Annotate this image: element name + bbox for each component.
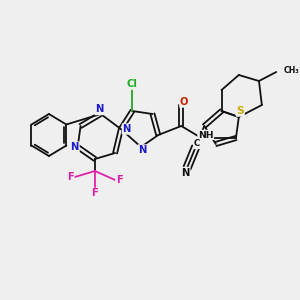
Text: N: N: [122, 124, 131, 134]
Text: N: N: [182, 167, 190, 178]
Text: N: N: [70, 142, 79, 152]
Text: F: F: [67, 172, 74, 182]
Text: CH₃: CH₃: [284, 66, 299, 75]
Text: O: O: [180, 97, 188, 107]
Text: C: C: [194, 140, 200, 148]
Text: NH: NH: [198, 130, 214, 140]
Text: Cl: Cl: [127, 79, 138, 89]
Text: F: F: [116, 175, 123, 185]
Text: N: N: [95, 104, 103, 115]
Text: S: S: [236, 106, 244, 116]
Text: N: N: [138, 145, 147, 155]
Text: F: F: [92, 188, 98, 199]
